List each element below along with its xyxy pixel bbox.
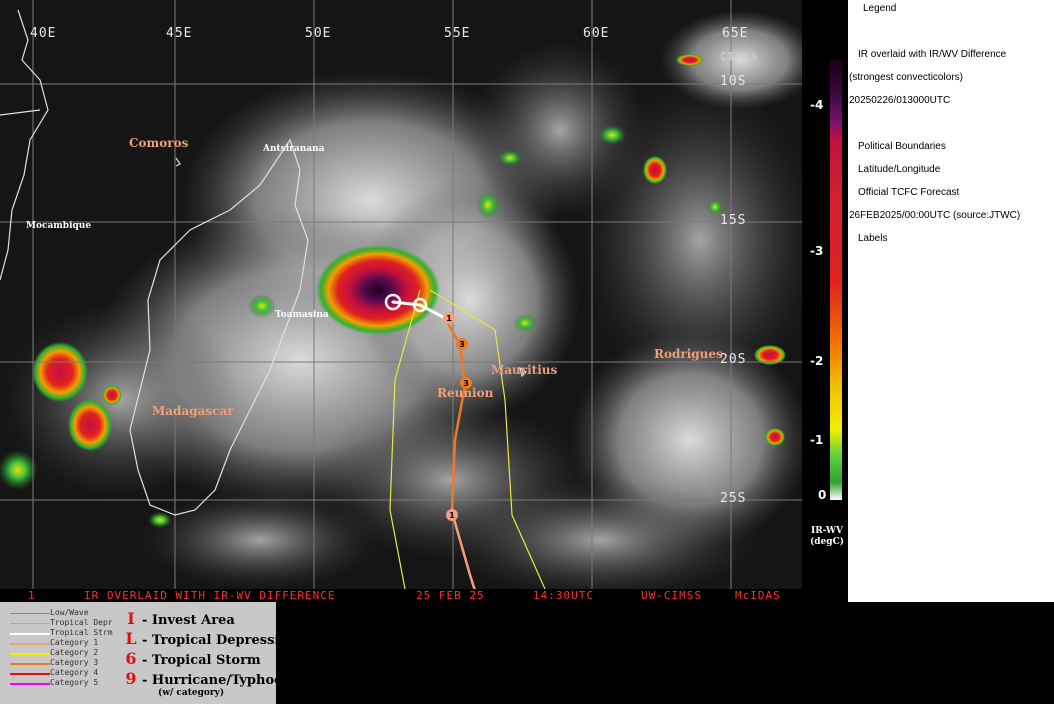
footer-software: McIDAS xyxy=(735,589,781,602)
place-label-comoros: Comoros xyxy=(129,136,189,150)
symbol-invest-area: I - Invest Area xyxy=(120,609,235,628)
legend-title: Legend xyxy=(863,3,897,14)
place-label-madagascar: Madagascar xyxy=(152,404,234,418)
colorbar-unit-line2: (degC) xyxy=(810,537,844,547)
cimss-logo: CIMSS xyxy=(720,50,759,63)
track-legend-ts: Tropical Strm xyxy=(50,628,113,637)
colorbar: -4 -3 -2 -1 0 IR-WV (degC) xyxy=(802,0,848,602)
track-label-4: 1 xyxy=(449,511,455,520)
colorbar-tick-minus2: -2 xyxy=(810,354,824,368)
colorbar-tick-0: 0 xyxy=(818,488,827,502)
line-swatch-cat1 xyxy=(10,643,50,645)
symbol-hurricane-label: - Hurricane/Typhoon xyxy=(142,673,293,688)
lon-label-40e: 40E xyxy=(30,26,57,41)
lat-label-20s: 20S xyxy=(720,352,747,367)
colorbar-unit: IR-WV (degC) xyxy=(806,526,848,548)
track-legend-cat2: Category 2 xyxy=(50,648,99,657)
place-label-mauritius: Mauritius xyxy=(491,363,558,377)
footer-title: IR OVERLAID WITH IR-WV DIFFERENCE xyxy=(84,589,336,602)
place-label-rodrigues: Rodrigues xyxy=(654,347,723,361)
track-label-3: 3 xyxy=(463,379,469,388)
line-swatch-ts xyxy=(10,633,50,635)
lon-label-55e: 55E xyxy=(444,26,471,41)
symbol-invest-label: - Invest Area xyxy=(142,613,235,628)
lon-label-45e: 45E xyxy=(166,26,193,41)
satellite-map: 1 3 3 1 40E 45E 50E 55E 60E 65E 10S 15S … xyxy=(0,0,802,602)
storm-icon: 6 xyxy=(125,649,137,668)
footer-date: 25 FEB 25 xyxy=(416,589,485,602)
track-symbols xyxy=(384,293,472,521)
track-legend-low: Low/Wave xyxy=(50,608,89,617)
track-symbol-labels: 1 3 3 1 xyxy=(446,314,469,520)
track-label-2: 3 xyxy=(459,340,465,349)
symbol-tropical-storm: 6 - Tropical Storm xyxy=(120,649,261,668)
footer-time: 14:30UTC xyxy=(533,589,594,602)
latlon-grid xyxy=(0,0,802,589)
line-swatch-cat3 xyxy=(10,663,50,665)
coastlines xyxy=(0,9,527,516)
colorbar-unit-line1: IR-WV xyxy=(810,526,844,536)
legend-item-forecast-source: 26FEB2025/00:00UTC (source:JTWC) xyxy=(849,210,1021,221)
legend-item-labels[interactable]: Labels xyxy=(858,233,888,244)
lon-label-60e: 60E xyxy=(583,26,610,41)
convection-cells xyxy=(0,54,786,528)
forecast-cone xyxy=(389,289,546,590)
legend-item-colors: (strongest convecticolors) xyxy=(849,72,963,83)
symbol-tropical-depression: L - Tropical Depression xyxy=(120,629,297,648)
city-label-mocambique: Mocambique xyxy=(26,221,92,231)
footer-frame: 1 xyxy=(28,589,36,602)
colorbar-scale xyxy=(830,60,842,500)
track-legend-td: Tropical Depr xyxy=(50,618,113,627)
line-swatch-cat5 xyxy=(10,683,50,685)
track-label-1: 1 xyxy=(446,314,452,323)
line-swatch-td xyxy=(10,623,50,624)
colorbar-tick-minus3: -3 xyxy=(810,244,824,258)
track-legend-cat1: Category 1 xyxy=(50,638,99,647)
map-footer: 1 IR OVERLAID WITH IR-WV DIFFERENCE 25 F… xyxy=(0,589,802,602)
symbol-category-note: (w/ category) xyxy=(158,688,225,698)
track-legend-cat3: Category 3 xyxy=(50,658,99,667)
line-swatch-low xyxy=(10,613,50,614)
hurricane-icon: 9 xyxy=(125,669,137,688)
symbol-hurricane: 9 - Hurricane/Typhoon xyxy=(120,669,292,688)
footer-source: UW-CIMSS xyxy=(641,589,702,602)
track-legend-cat5: Category 5 xyxy=(50,678,99,687)
legend-item-latlon[interactable]: Latitude/Longitude xyxy=(858,164,941,175)
legend-item-timestamp: 20250226/013000UTC xyxy=(849,95,951,106)
symbol-depression-label: - Tropical Depression xyxy=(142,633,298,648)
city-label-toamasina: Toamasina xyxy=(275,310,329,320)
legend-panel: Legend IR overlaid with IR/WV Difference… xyxy=(848,0,1054,602)
lat-label-25s: 25S xyxy=(720,491,747,506)
lon-label-65e: 65E xyxy=(722,26,749,41)
line-swatch-cat4 xyxy=(10,673,50,675)
line-swatch-cat2 xyxy=(10,653,50,655)
lat-label-10s: 10S xyxy=(720,74,747,89)
colorbar-tick-minus4: -4 xyxy=(810,98,824,112)
legend-item-political-boundaries[interactable]: Political Boundaries xyxy=(858,141,946,152)
track-legend-cat4: Category 4 xyxy=(50,668,99,677)
track-legend: Low/Wave Tropical Depr Tropical Strm Cat… xyxy=(0,602,297,704)
colorbar-tick-minus1: -1 xyxy=(810,433,824,447)
invest-icon: I xyxy=(127,609,135,628)
lon-label-50e: 50E xyxy=(305,26,332,41)
depression-icon: L xyxy=(125,629,137,648)
city-label-antsiranana: Antsiranana xyxy=(263,144,325,154)
map-canvas: 1 3 3 1 xyxy=(0,0,802,602)
legend-item-tcfc-forecast[interactable]: Official TCFC Forecast xyxy=(858,187,960,198)
symbol-storm-label: - Tropical Storm xyxy=(142,653,261,668)
lat-label-15s: 15S xyxy=(720,213,747,228)
legend-item-ir-overlay[interactable]: IR overlaid with IR/WV Difference xyxy=(858,49,1007,60)
place-label-reunion: Reunion xyxy=(437,386,494,400)
